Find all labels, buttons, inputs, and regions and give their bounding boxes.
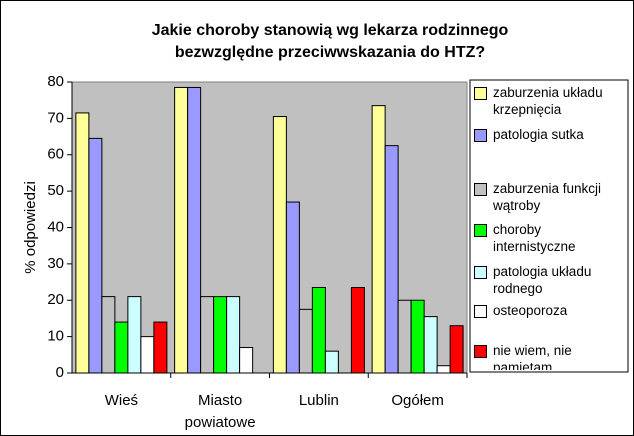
- legend-item: osteoporoza: [472, 302, 624, 319]
- legend-swatch: [474, 87, 487, 100]
- x-tick-label: Lublin: [299, 392, 339, 409]
- bar: [88, 137, 103, 374]
- x-tick-label: Ogółem: [391, 392, 444, 409]
- bar: [239, 347, 254, 374]
- bar: [371, 105, 386, 374]
- y-tick-label: 30: [47, 255, 64, 272]
- bar: [114, 321, 129, 374]
- bar: [410, 299, 425, 374]
- bar: [272, 116, 287, 374]
- legend-swatch: [474, 224, 487, 237]
- legend-item: patologia sutka: [472, 126, 624, 143]
- chart-title: Jakie choroby stanowią wg lekarza rodzin…: [152, 22, 509, 39]
- legend-item: nie wiem, nie pamiętam: [472, 342, 624, 370]
- bar: [298, 308, 313, 374]
- legend-label: zaburzenia funkcji wątroby: [493, 181, 602, 213]
- bar: [101, 296, 116, 374]
- legend-item: patologia układu rodnego: [472, 263, 624, 297]
- bar: [350, 287, 365, 374]
- legend-swatch: [474, 305, 487, 318]
- y-tick-label: 50: [47, 182, 64, 199]
- bar: [397, 299, 412, 374]
- bar: [213, 296, 228, 374]
- bar: [324, 350, 339, 374]
- legend-swatch: [474, 266, 487, 279]
- y-tick-label: 0: [56, 364, 64, 381]
- x-tick-label: Wieś: [105, 392, 138, 409]
- bar: [226, 296, 241, 374]
- y-tick-label: 10: [47, 328, 64, 345]
- bar: [311, 287, 326, 374]
- legend-item: choroby internistyczne: [472, 221, 624, 255]
- chart-title: bezwzględne przeciwwskazania do HTZ?: [175, 44, 485, 61]
- y-tick-label: 60: [47, 146, 64, 163]
- y-tick-label: 70: [47, 109, 64, 126]
- y-axis-label: % odpowiedzi: [22, 181, 39, 274]
- bar: [384, 145, 399, 374]
- bar: [423, 316, 438, 374]
- bar: [174, 86, 189, 374]
- legend-swatch: [474, 183, 487, 196]
- bar: [449, 325, 464, 374]
- x-tick-label: Miasto powiatowe: [185, 392, 256, 431]
- y-tick-label: 20: [47, 291, 64, 308]
- bar: [187, 86, 202, 374]
- legend-box: [469, 79, 629, 373]
- bar: [153, 321, 168, 374]
- legend-label: zaburzenia układu krzepnięcia: [493, 85, 603, 117]
- bar: [140, 336, 155, 374]
- legend: zaburzenia układu krzepnięcia patologia s…: [472, 84, 624, 370]
- legend-item: zaburzenia układu krzepnięcia: [472, 84, 624, 118]
- legend-label: patologia sutka: [493, 127, 584, 142]
- bar: [436, 365, 451, 374]
- legend-label: choroby internistyczne: [493, 222, 576, 254]
- legend-label: osteoporoza: [493, 303, 568, 318]
- legend-item: zaburzenia funkcji wątroby: [472, 180, 624, 214]
- y-tick-label: 80: [47, 73, 64, 90]
- bar: [127, 296, 142, 374]
- legend-label: nie wiem, nie pamiętam: [493, 343, 572, 370]
- y-tick-label: 40: [47, 218, 64, 235]
- legend-label: patologia układu rodnego: [493, 264, 592, 296]
- legend-swatch: [474, 129, 487, 142]
- bar: [285, 201, 300, 374]
- bar: [75, 112, 90, 374]
- bar: [200, 296, 215, 374]
- legend-swatch: [474, 345, 487, 358]
